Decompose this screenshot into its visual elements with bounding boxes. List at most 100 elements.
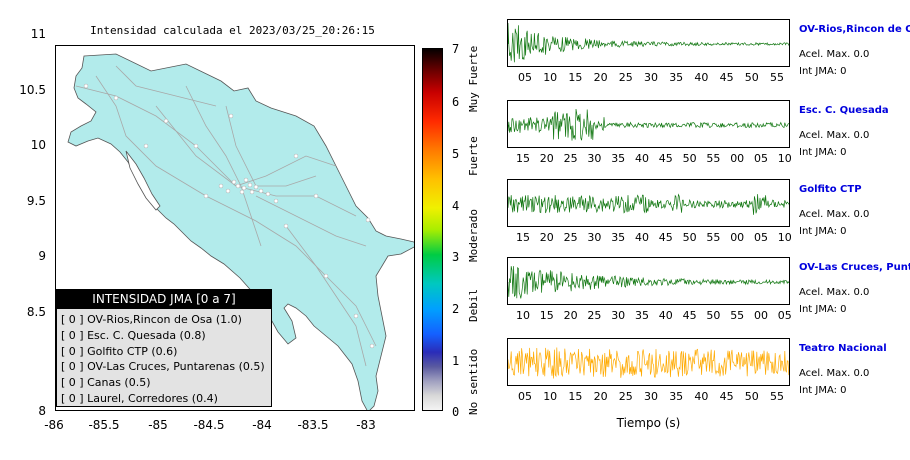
trace-tick-label: 40 [635, 231, 649, 244]
map-x-tick: -84 [252, 418, 272, 432]
trace-tick-label: 55 [770, 390, 784, 403]
trace-tick-label: 30 [587, 152, 602, 165]
seismogram-trace [508, 108, 789, 141]
trace-tick-label: 45 [658, 152, 673, 165]
trace-time-ticks: 05 10 15 20 25 30 35 40 45 50 55 [507, 390, 797, 404]
trace-tick-label: 00 [754, 309, 768, 322]
map-y-tick: 10 [30, 138, 46, 152]
map-x-tick: -83 [356, 418, 376, 432]
land-polygon [67, 53, 414, 410]
legend-item: [ 0 ] Laurel, Corredores (0.4) [61, 391, 218, 405]
trace-tick-label: 20 [539, 152, 554, 165]
map-y-tick: 9.5 [26, 194, 46, 208]
trace-tick-label: 25 [587, 309, 602, 322]
legend-title: INTENSIDAD JMA [0 a 7] [57, 290, 271, 309]
trace-tick-label: 55 [770, 71, 784, 84]
seismogram-trace [508, 266, 789, 299]
seismogram-panel [507, 179, 790, 227]
trace-time-ticks: 15 20 25 30 35 40 45 50 55 00 05 10 [507, 152, 797, 166]
legend-item: [ 0 ] Golfito CTP (0.6) [61, 344, 178, 358]
trace-tick-label: 30 [644, 71, 658, 84]
legend-list: [ 0 ] OV-Rios,Rincon de Osa (1.0) [ 0 ] … [61, 312, 271, 407]
trace-tick-label: 05 [518, 390, 532, 403]
station-name: OV-Las Cruces, Puntarenas [799, 262, 910, 273]
station-name: Esc. C. Quesada [799, 105, 889, 116]
station-accel: Acel. Max. 0.0 [799, 130, 870, 141]
trace-tick-label: 10 [777, 231, 792, 244]
trace-tick-label: 35 [611, 231, 626, 244]
trace-tick-label: 50 [682, 231, 697, 244]
trace-tick-label: 00 [730, 152, 745, 165]
trace-tick-label: 45 [719, 71, 734, 84]
map-y-tick: 8 [38, 404, 46, 418]
seismogram-trace [508, 193, 789, 215]
time-axis-label: Tiempo (s) [616, 416, 681, 430]
trace-tick-label: 20 [593, 71, 608, 84]
trace-tick-label: 20 [563, 309, 578, 322]
seismogram-panel [507, 257, 790, 305]
map-x-tick: -85 [148, 418, 168, 432]
trace-tick-label: 10 [516, 309, 530, 322]
gulf-nicoya [125, 150, 161, 211]
map-y-tick: 8.5 [26, 305, 46, 319]
waveform-line [508, 108, 789, 141]
trace-tick-label: 55 [706, 152, 721, 165]
colorbar-tick: 4 [452, 199, 460, 213]
station-jma: Int JMA: 0 [799, 385, 847, 396]
colorbar-label: Moderado [467, 209, 480, 262]
station-accel: Acel. Max. 0.0 [799, 49, 870, 60]
map-y-tick: 11 [30, 27, 46, 41]
trace-tick-label: 10 [543, 390, 558, 403]
colorbar-label: Debil [467, 288, 480, 322]
waveform-line [508, 22, 789, 63]
trace-tick-label: 15 [516, 231, 530, 244]
waveform-line [508, 347, 789, 379]
map-x-tick: -86 [44, 418, 64, 432]
trace-tick-label: 25 [563, 231, 578, 244]
station-name: OV-Rios,Rincon de Osa [799, 24, 910, 35]
trace-time-ticks: 05 10 15 20 25 30 35 40 45 50 55 [507, 71, 797, 85]
trace-tick-label: 30 [644, 390, 658, 403]
trace-tick-label: 35 [669, 390, 684, 403]
seismogram-panel [507, 19, 790, 67]
waveform-line [508, 266, 789, 299]
station-jma: Int JMA: 0 [799, 66, 847, 77]
station-dots [83, 83, 375, 349]
colorbar-tick: 5 [452, 147, 460, 161]
trace-tick-label: 50 [744, 71, 759, 84]
station-jma: Int JMA: 0 [799, 147, 847, 158]
trace-tick-label: 25 [563, 152, 578, 165]
trace-tick-label: 40 [635, 152, 649, 165]
seismogram-trace [508, 347, 789, 379]
trace-tick-label: 35 [611, 152, 626, 165]
seismogram-panel [507, 338, 790, 386]
map-x-tick: -85.5 [88, 418, 120, 432]
trace-tick-label: 40 [694, 71, 709, 84]
trace-tick-label: 55 [706, 231, 721, 244]
colorbar-label: Fuerte [467, 136, 480, 176]
map-x-tick: -83.5 [297, 418, 329, 432]
legend-item: [ 0 ] OV-Rios,Rincon de Osa (1.0) [61, 313, 242, 326]
map-y-tick: 9 [38, 249, 46, 263]
trace-tick-label: 15 [516, 152, 530, 165]
trace-tick-label: 05 [777, 309, 792, 322]
trace-tick-label: 50 [744, 390, 759, 403]
legend-item: [ 0 ] OV-Las Cruces, Puntarenas (0.5) [61, 360, 265, 374]
trace-tick-label: 05 [754, 231, 768, 244]
trace-tick-label: 10 [777, 152, 792, 165]
colorbar-tick: 1 [452, 354, 460, 368]
station-jma: Int JMA: 0 [799, 226, 847, 237]
map-title: Intensidad calculada el 2023/03/25_20:26… [90, 24, 375, 37]
colorbar-label: No sentido [467, 348, 480, 415]
trace-tick-label: 15 [568, 71, 583, 84]
trace-tick-label: 35 [635, 309, 649, 322]
trace-tick-label: 20 [593, 390, 608, 403]
colorbar-tick: 6 [452, 95, 460, 109]
intensity-legend: INTENSIDAD JMA [0 a 7] [ 0 ] OV-Rios,Rin… [56, 289, 272, 407]
station-name: Teatro Nacional [799, 343, 887, 354]
seismogram-panel [507, 100, 790, 148]
map-x-tick: -84.5 [193, 418, 225, 432]
trace-tick-label: 30 [587, 231, 602, 244]
trace-tick-label: 05 [754, 152, 768, 165]
trace-tick-label: 15 [568, 390, 583, 403]
